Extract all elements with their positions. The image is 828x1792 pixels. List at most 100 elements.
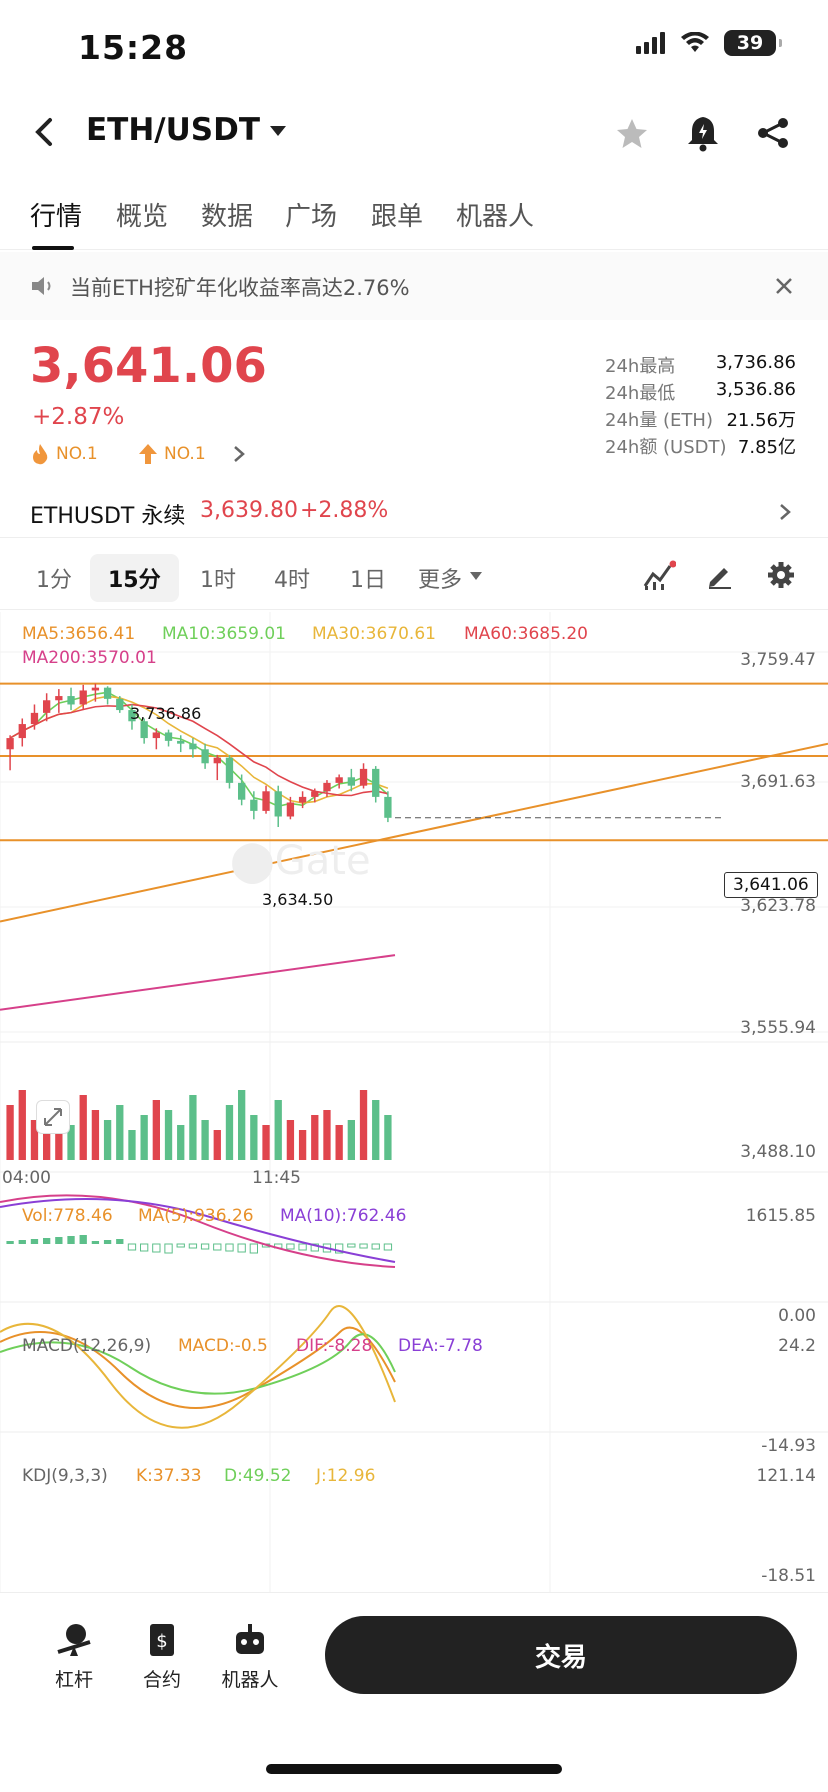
last-price: 3,641.06 (30, 338, 267, 394)
kdj-k: K:37.33 (136, 1466, 202, 1486)
timeframe-1d[interactable]: 1日 (350, 568, 386, 593)
volume-bar (55, 1115, 63, 1160)
candle-body (128, 710, 136, 722)
candle-body (79, 690, 87, 705)
macd-dea: DEA:-7.78 (398, 1336, 483, 1356)
volume-bar (164, 1110, 173, 1160)
chevron-right-icon[interactable] (778, 502, 792, 522)
notice-bar (0, 252, 828, 320)
perpetual-row[interactable] (0, 488, 828, 538)
kdj-max: 121.14 (756, 1466, 816, 1486)
trend-line (0, 742, 828, 923)
star-icon[interactable] (614, 116, 650, 152)
alert-bell-icon[interactable] (686, 114, 720, 152)
candle-body (201, 749, 209, 764)
ma30-label: MA30:3670.61 (312, 624, 436, 644)
macd-bar (298, 1243, 307, 1251)
macd-bar (286, 1243, 295, 1250)
low-marker: 3,634.50 (262, 890, 334, 909)
tab-data[interactable]: 数据 (201, 202, 254, 232)
chevron-down-icon[interactable] (470, 572, 482, 580)
trade-button[interactable]: 交易 (325, 1616, 797, 1694)
macd-min: -14.93 (761, 1436, 816, 1456)
chart-grid (0, 612, 828, 1592)
price-axis-2: 3,691.63 (740, 772, 816, 792)
watermark-logo: ⬤Gate (230, 838, 371, 884)
tab-overview[interactable]: 概览 (116, 202, 169, 232)
stat-label-turnover: 24h额 (USDT) (605, 437, 727, 458)
timeframe-1h[interactable]: 1时 (200, 568, 236, 593)
arrow-up-icon (139, 444, 157, 464)
perpetual-price: 3,639.80 (200, 498, 298, 523)
timeframe-15m[interactable]: 15分 (90, 554, 179, 602)
ma200-line (0, 954, 396, 1011)
candle-body (55, 696, 63, 701)
close-icon[interactable] (774, 276, 794, 296)
chevron-down-icon[interactable] (270, 126, 286, 136)
fullscreen-button[interactable] (36, 1100, 70, 1134)
candle-body (225, 757, 234, 783)
candle-body (213, 757, 221, 764)
notice-text[interactable]: 当前ETH挖矿年化收益率高达2.76% (70, 276, 410, 300)
stat-value-low: 3,536.86 (715, 379, 796, 400)
share-icon[interactable] (756, 116, 790, 150)
tab-copy-trading[interactable]: 跟单 (371, 202, 424, 232)
candle-body (359, 768, 368, 786)
candle-body (250, 799, 258, 811)
timeframe-more[interactable]: 更多 (418, 568, 463, 593)
kline-chart[interactable]: ⬤Gate (0, 612, 828, 1592)
volume-bar (67, 1125, 75, 1160)
macd-bar (383, 1243, 393, 1251)
settings-gear-icon[interactable] (766, 560, 796, 590)
volume-bar (177, 1125, 185, 1160)
hot-rank[interactable]: NO.1 (30, 443, 98, 465)
hot-rank-label: NO.1 (56, 444, 98, 464)
candle-body (103, 687, 112, 699)
gainer-rank[interactable]: NO.1 (138, 443, 206, 465)
macd-title: MACD(12,26,9) (22, 1336, 152, 1356)
vol-min: 0.00 (778, 1306, 816, 1326)
candle-body (262, 791, 270, 811)
time-axis-1: 04:00 (2, 1168, 51, 1188)
tab-square[interactable]: 广场 (285, 202, 338, 232)
timeframe-4h[interactable]: 4时 (274, 568, 310, 593)
pair-title[interactable]: ETH/USDT (86, 112, 260, 148)
ma60-label: MA60:3685.20 (464, 624, 588, 644)
leverage-button[interactable]: 杠杆 (34, 1620, 114, 1692)
candle-body (347, 777, 355, 786)
macd-bar (6, 1241, 14, 1244)
robot-icon (236, 1624, 264, 1654)
candle-body (30, 712, 39, 725)
macd-bar (116, 1239, 124, 1244)
tab-robot[interactable]: 机器人 (456, 202, 535, 232)
robot-button[interactable]: 机器人 (210, 1620, 290, 1692)
flame-icon (33, 444, 48, 465)
macd-bar (347, 1243, 356, 1248)
candle-body (189, 743, 197, 750)
tab-market[interactable]: 行情 (30, 202, 83, 232)
current-price-tag: 3,641.06 (724, 872, 818, 898)
back-arrow-icon[interactable] (26, 112, 66, 152)
timeframe-1m[interactable]: 1分 (36, 568, 72, 593)
chevron-right-icon[interactable] (232, 444, 246, 464)
volume-bar (189, 1095, 197, 1160)
volume-bar (91, 1110, 100, 1160)
candle-body (6, 738, 14, 750)
volume-bar (128, 1130, 136, 1160)
macd-bar (103, 1240, 112, 1244)
volume-bar (18, 1090, 26, 1160)
ma5-label: MA5:3656.41 (22, 624, 136, 644)
contract-button[interactable]: $ 合约 (122, 1620, 202, 1692)
macd-bar (213, 1243, 222, 1251)
volume-bar (140, 1115, 148, 1160)
kdj-title: KDJ(9,3,3) (22, 1466, 108, 1486)
macd-bar (127, 1243, 137, 1251)
volume-bar (30, 1120, 39, 1160)
status-time: 15:28 (78, 28, 189, 67)
dif-line (0, 1194, 396, 1268)
kdj-d: D:49.52 (224, 1466, 292, 1486)
indicator-icon[interactable] (642, 560, 676, 592)
perpetual-name[interactable]: ETHUSDT 永续 (30, 504, 186, 529)
volume-bar (311, 1115, 319, 1160)
draw-pencil-icon[interactable] (706, 562, 734, 590)
